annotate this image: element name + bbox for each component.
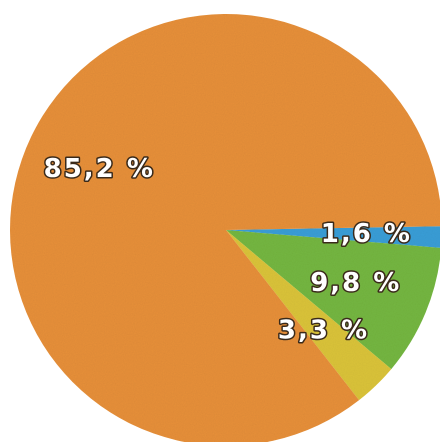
slice (226, 226, 440, 248)
slices (10, 14, 440, 442)
labels: 1,6 % 9,8 % 3,3 % 85,2 % (42, 153, 412, 347)
slice (10, 14, 440, 442)
data-label: 9,8 % (310, 268, 401, 298)
data-label: 1,6 % (321, 219, 412, 249)
slice (226, 230, 440, 370)
slice (226, 230, 392, 401)
data-label: 85,2 % (44, 154, 155, 184)
data-label: 3,3 % (278, 316, 369, 346)
